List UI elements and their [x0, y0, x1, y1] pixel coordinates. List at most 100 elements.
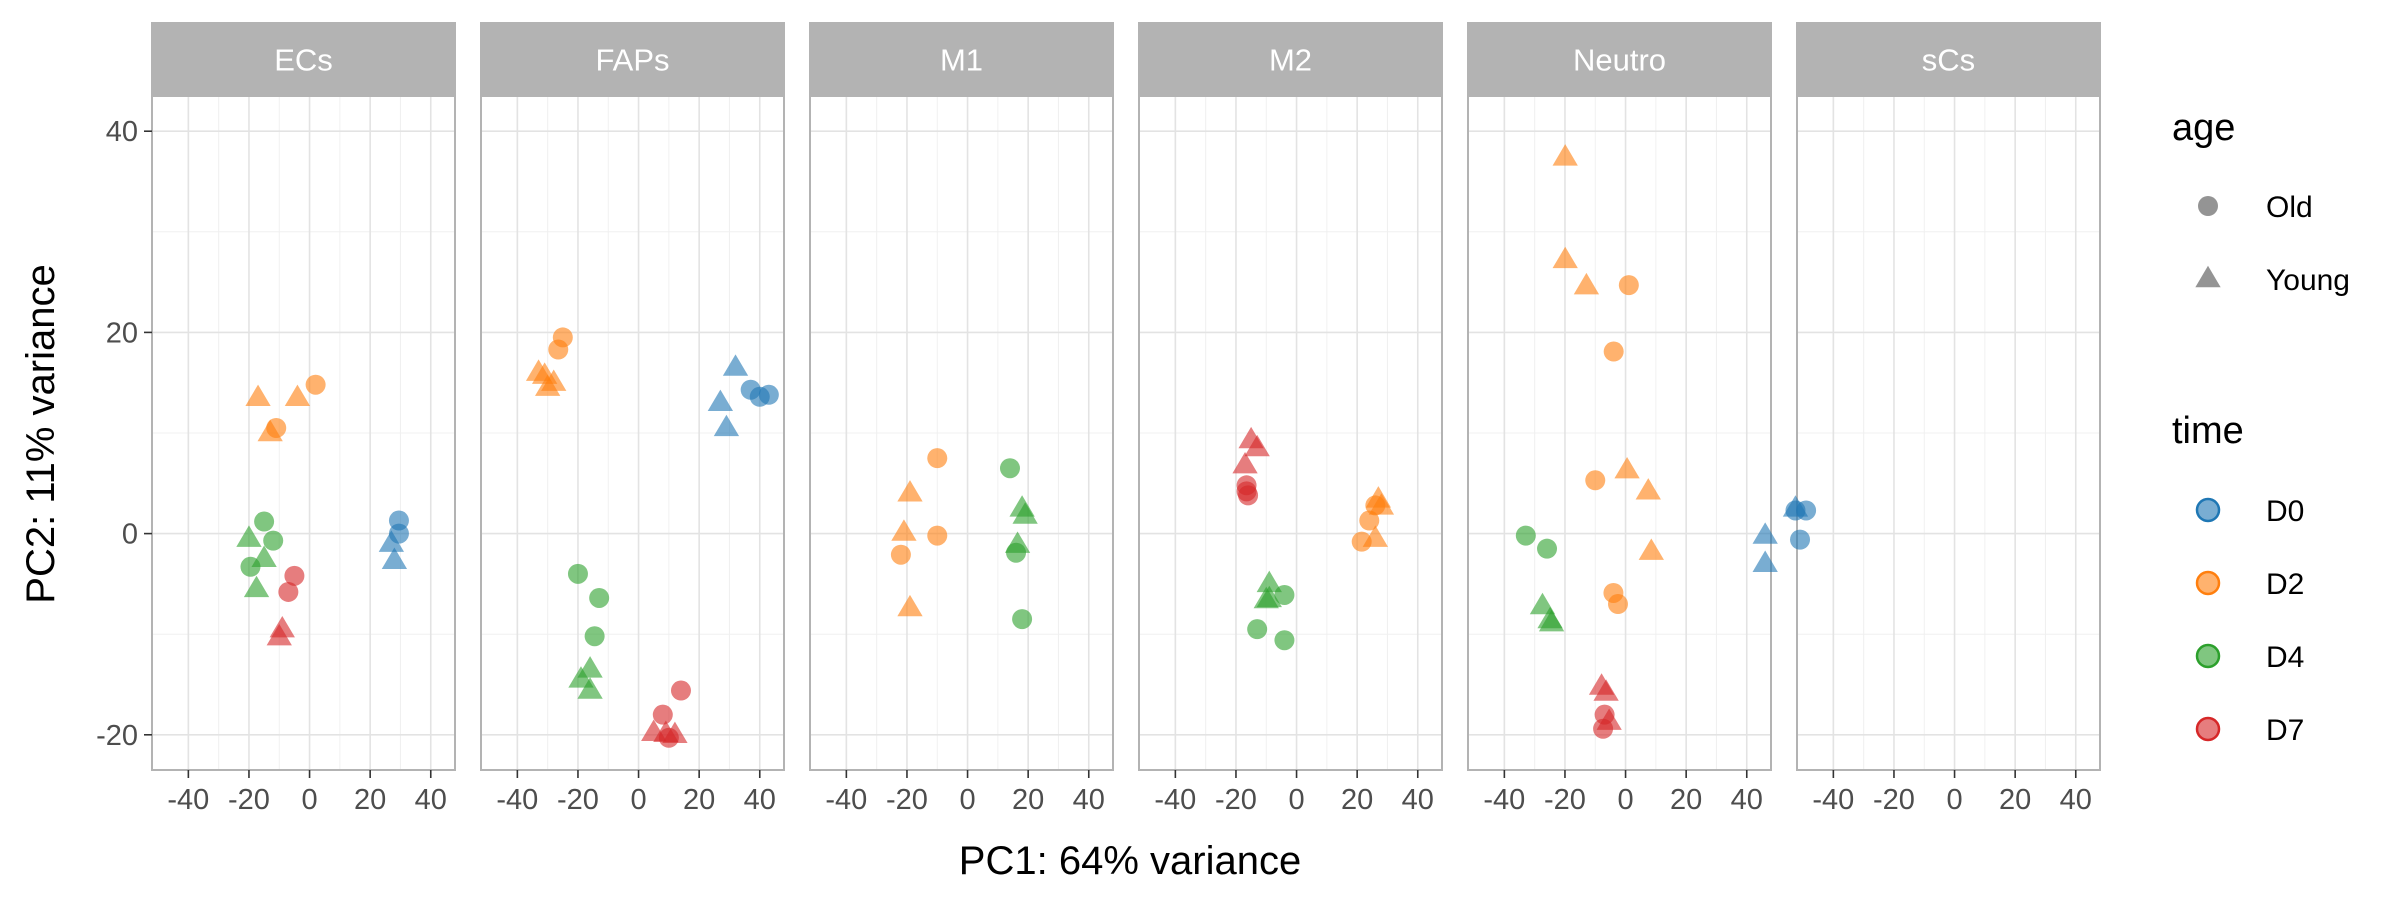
- data-point: [722, 354, 749, 376]
- data-point: [927, 448, 948, 469]
- legend-shape-label: Old: [2266, 191, 2313, 224]
- facet-strip-label: M1: [940, 43, 983, 78]
- facet-strip-label: M2: [1269, 43, 1312, 78]
- data-point: [1232, 451, 1258, 474]
- legend-shape-key-young: [2195, 265, 2221, 288]
- x-tick-label: 0: [959, 784, 975, 816]
- legend-color-label: D0: [2266, 495, 2304, 528]
- data-point: [1529, 592, 1556, 615]
- x-tick-label: 40: [1731, 784, 1763, 816]
- data-point: [891, 519, 917, 541]
- data-point: [707, 389, 734, 412]
- data-point: [897, 480, 923, 502]
- data-point: [1614, 456, 1640, 479]
- data-point: [749, 386, 770, 407]
- y-tick-label: -20: [96, 720, 138, 752]
- x-tick-label: -40: [167, 784, 209, 816]
- facet-strip: [1796, 22, 2101, 97]
- data-point: [1274, 630, 1295, 651]
- data-point: [378, 530, 405, 552]
- data-point: [652, 704, 673, 725]
- data-point: [1552, 246, 1578, 269]
- legend-color-key-d0: [2195, 497, 2221, 523]
- x-tick-label: 20: [1999, 784, 2031, 816]
- data-point: [577, 677, 603, 699]
- data-point: [1359, 510, 1380, 531]
- facet-strip-label: Neutro: [1573, 43, 1666, 78]
- facet-panel-scs: sCs -40 -20 0 20 40: [1515, 22, 2101, 816]
- data-point: [1790, 529, 1811, 550]
- x-tick-label: -20: [1544, 784, 1586, 816]
- data-point: [1006, 542, 1027, 563]
- data-point: [589, 587, 610, 608]
- data-point: [567, 563, 588, 584]
- data-point: [713, 414, 740, 437]
- facet-strip-label: sCs: [1922, 43, 1975, 78]
- data-point: [1752, 550, 1778, 572]
- legend: age Old Young time D0 D2 D4 D7: [2172, 107, 2350, 747]
- x-tick-label: -40: [496, 784, 538, 816]
- data-point: [927, 525, 948, 546]
- data-point: [1585, 470, 1606, 491]
- data-point: [1244, 434, 1270, 457]
- data-point: [1538, 609, 1565, 632]
- x-axis-title: PC1: 64% variance: [959, 839, 1301, 883]
- x-tick-label: 0: [301, 784, 317, 816]
- data-point: [584, 626, 605, 647]
- x-tick-label: 20: [1670, 784, 1702, 816]
- facet-panel-m1: M1 -40 -20 0 20 40: [809, 22, 1114, 816]
- data-point: [305, 374, 326, 395]
- data-point: [284, 384, 311, 406]
- facet-strip: [809, 22, 1114, 97]
- x-tick-label: -40: [1812, 784, 1854, 816]
- x-tick-label: -40: [1483, 784, 1525, 816]
- facet-panel-m2: M2 -40 -20 0 20 40: [1138, 22, 1443, 816]
- x-tick-label: -20: [886, 784, 928, 816]
- x-tick-label: 40: [2060, 784, 2092, 816]
- legend-shape-key-old: [2198, 196, 2218, 216]
- facet-panel-ecs: ECs -40 -20 0 20 40: [151, 22, 456, 816]
- data-point: [1238, 485, 1259, 506]
- data-point: [1362, 525, 1388, 547]
- y-tick-label: 20: [106, 317, 138, 349]
- y-tick-label: 0: [122, 519, 138, 551]
- data-point: [257, 419, 283, 442]
- data-point: [670, 680, 691, 701]
- data-point: [381, 547, 408, 569]
- data-point: [1253, 586, 1279, 609]
- facet-strip-label: FAPs: [595, 43, 669, 78]
- x-tick-label: 20: [683, 784, 715, 816]
- x-tick-label: -20: [228, 784, 270, 816]
- facet-panel-faps: FAPs -40 -20 0 20 40: [480, 22, 785, 816]
- x-tick-label: -20: [1215, 784, 1257, 816]
- data-point: [1603, 341, 1624, 362]
- data-point: [890, 544, 911, 565]
- facet-strip: [151, 22, 456, 97]
- data-point: [1618, 275, 1639, 296]
- x-tick-label: 20: [1012, 784, 1044, 816]
- legend-shape-label: Young: [2266, 264, 2350, 297]
- x-tick-label: 0: [630, 784, 646, 816]
- data-point: [278, 581, 299, 602]
- data-point: [1274, 584, 1295, 605]
- data-point: [243, 575, 270, 598]
- data-point: [254, 511, 275, 532]
- data-point: [548, 339, 569, 360]
- y-tick-label: 40: [106, 116, 138, 148]
- facet-strip: [480, 22, 785, 97]
- x-tick-label: 40: [415, 784, 447, 816]
- y-axis-title: PC2: 11% variance: [19, 264, 63, 603]
- data-point: [263, 530, 284, 551]
- data-point: [1785, 500, 1806, 521]
- data-point: [1752, 522, 1778, 544]
- data-point: [1635, 478, 1661, 500]
- data-point: [1593, 718, 1614, 739]
- facet-strip-label: ECs: [274, 43, 333, 78]
- data-point: [1593, 679, 1619, 701]
- legend-color-key-d2: [2195, 570, 2221, 596]
- data-point: [1573, 272, 1600, 295]
- x-tick-label: 0: [1288, 784, 1304, 816]
- x-tick-label: -20: [1873, 784, 1915, 816]
- data-point: [999, 458, 1020, 479]
